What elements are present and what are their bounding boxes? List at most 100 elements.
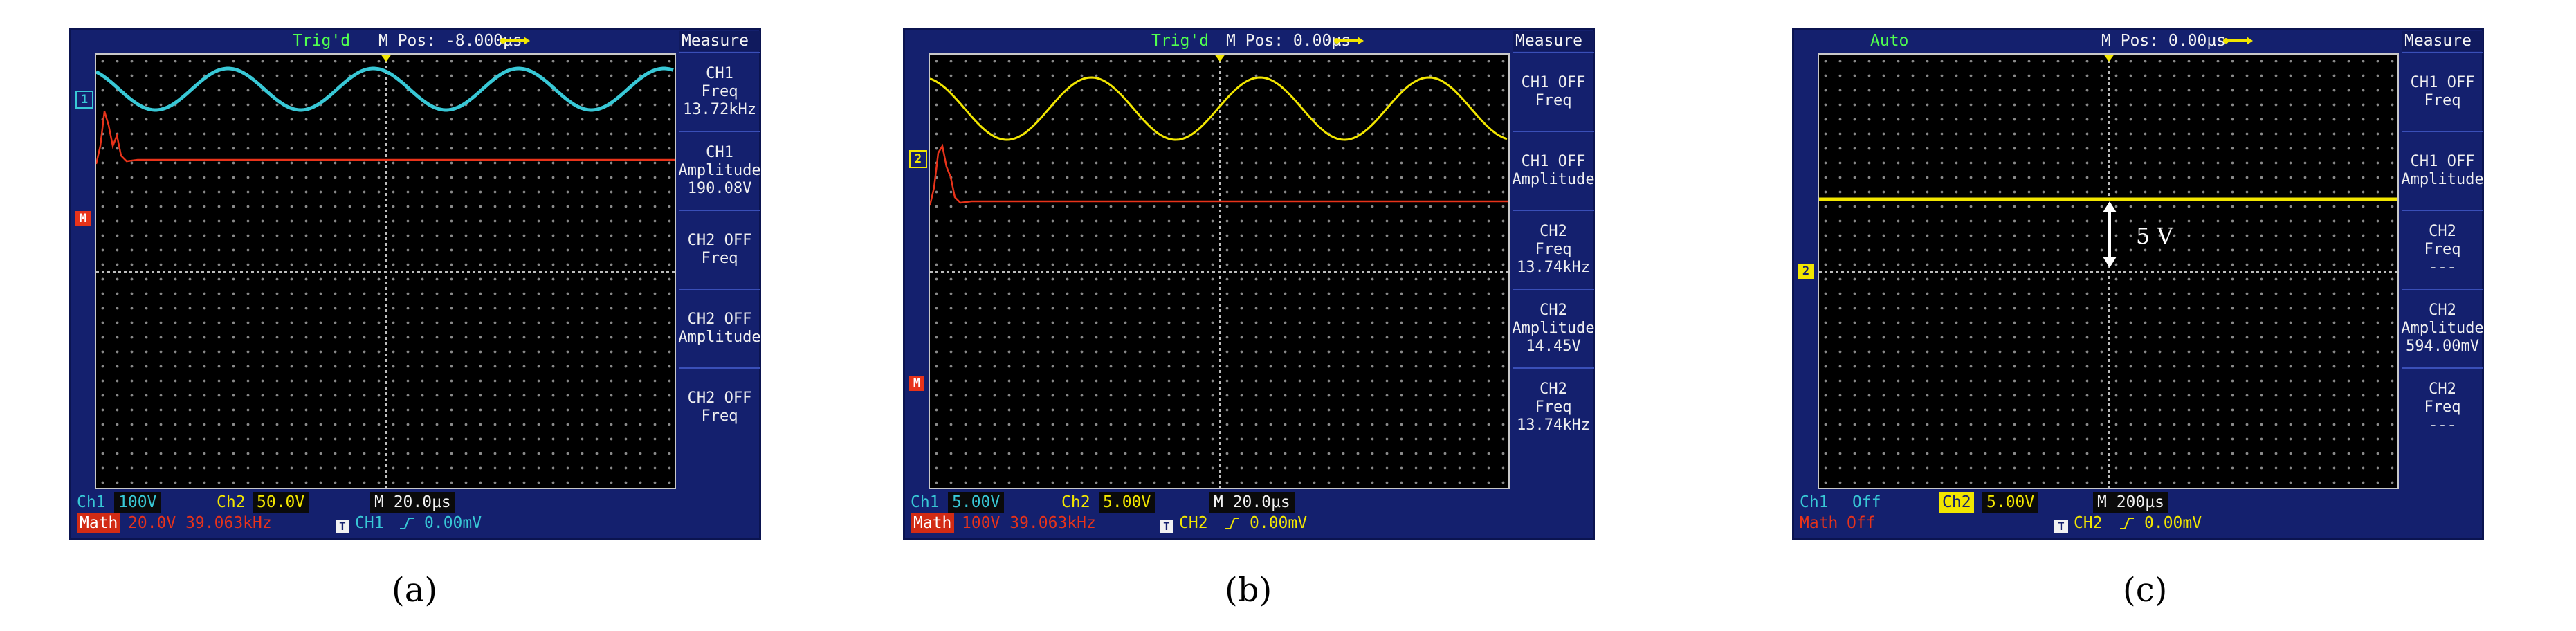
trace-area	[96, 66, 675, 165]
measure-slot-5[interactable]: CH2 Freq 13.74kHz	[1513, 367, 1594, 446]
ch2-scale: 5.00V	[1982, 492, 2039, 513]
measure-channel: CH2	[2429, 302, 2456, 319]
ch2-trace	[930, 76, 1508, 141]
trigger-position-marker	[380, 55, 392, 62]
measure-value: ---	[2429, 259, 2456, 276]
math-trace	[930, 143, 1508, 206]
math-settings: 100V 39.063kHz	[962, 514, 1096, 532]
timebase: M 20.0µs	[1209, 492, 1295, 513]
measure-type: Amplitude	[2401, 320, 2484, 337]
ch1-label: Ch1	[77, 493, 106, 511]
horizontal-position: M Pos: 0.00µs	[2101, 32, 2227, 50]
horizontal-position: M Pos: -8.000µs	[378, 32, 522, 50]
math-label: Math	[1800, 514, 1838, 532]
measure-menu: Measure CH1 OFF Freq CH1 OFF Amplitude CH2…	[2401, 30, 2484, 538]
ch1-scale: Off	[1852, 493, 1881, 511]
measure-slot-4[interactable]: CH2 OFF Amplitude	[678, 289, 761, 367]
measure-menu-title: Measure	[679, 31, 760, 51]
measure-channel: CH1 OFF	[1521, 153, 1586, 170]
math-label: Math	[911, 513, 955, 533]
measure-menu-title: Measure	[2402, 31, 2483, 51]
trigger-status: Trig'd	[293, 32, 351, 50]
measure-slot-1[interactable]: CH1 OFF Freq	[1513, 52, 1594, 131]
trigger-icon: T	[2054, 519, 2068, 533]
measure-slot-3[interactable]: CH2 OFF Freq	[679, 210, 760, 289]
trigger-icon: T	[1160, 519, 1173, 533]
measure-slot-2[interactable]: CH1 OFF Amplitude	[1512, 131, 1595, 210]
oscilloscope-screen-a: Trig'd M Pos: -8.000µs 1 M Measure CH1 Fr…	[69, 28, 761, 540]
horizontal-position: M Pos: 0.00µs	[1226, 32, 1351, 50]
measure-type: Freq	[1535, 399, 1572, 416]
status-bar: Trig'd M Pos: 0.00µs	[905, 30, 1510, 52]
measure-type: Freq	[701, 408, 738, 425]
oscilloscope-screen-c: Auto M Pos: 0.00µs 5 V 2 Measure CH1 OFF…	[1792, 28, 2484, 540]
measure-channel: CH1 OFF	[1521, 74, 1586, 91]
usb-icon	[1334, 36, 1364, 46]
measure-type: Freq	[2424, 399, 2461, 416]
measure-value: 594.00mV	[2406, 338, 2479, 355]
measure-value: 13.72kHz	[683, 101, 756, 118]
trigger-source: CH2	[2074, 514, 2103, 532]
measure-slot-5[interactable]: CH2 OFF Freq	[679, 367, 760, 446]
ch2-scale: 5.00V	[1099, 492, 1155, 513]
measure-type: Freq	[701, 83, 738, 100]
measure-channel: CH2 OFF	[687, 390, 752, 407]
measure-slot-2[interactable]: CH1 Amplitude 190.08V	[678, 131, 761, 210]
measure-slot-4[interactable]: CH2 Amplitude 14.45V	[1512, 289, 1595, 367]
measure-value: ---	[2429, 417, 2456, 434]
ch2-label: Ch2	[1061, 493, 1090, 511]
measure-slot-3[interactable]: CH2 Freq ---	[2402, 210, 2483, 289]
ch1-label: Ch1	[1800, 493, 1829, 511]
trigger-level: 0.00mV	[1250, 514, 1308, 532]
measure-value: 13.74kHz	[1517, 259, 1590, 276]
measure-channel: CH1	[706, 144, 733, 161]
ch1-label: Ch1	[911, 493, 940, 511]
measure-value: 13.74kHz	[1517, 417, 1590, 434]
usb-icon	[500, 36, 530, 46]
measure-slot-1[interactable]: CH1 OFF Freq	[2402, 52, 2483, 131]
measure-slot-1[interactable]: CH1 Freq 13.72kHz	[679, 52, 760, 131]
ch2-ground-marker: 2	[909, 150, 927, 168]
math-trigger-row: Math 20.0V 39.063kHz T CH1 0.00mV	[71, 513, 676, 533]
measure-slot-4[interactable]: CH2 Amplitude 594.00mV	[2401, 289, 2484, 367]
measure-menu: Measure CH1 OFF Freq CH1 OFF Amplitude CH2…	[1512, 30, 1595, 538]
measure-value: 14.45V	[1526, 338, 1581, 355]
measure-slot-5[interactable]: CH2 Freq ---	[2402, 367, 2483, 446]
measure-type: Freq	[1535, 241, 1572, 258]
math-settings: 20.0V 39.063kHz	[128, 514, 272, 532]
measure-type: Amplitude	[678, 162, 761, 179]
measure-slot-3[interactable]: CH2 Freq 13.74kHz	[1513, 210, 1594, 289]
measure-channel: CH1 OFF	[2410, 74, 2475, 91]
ch1-scale: 5.00V	[948, 492, 1005, 513]
center-horizontal-axis	[1819, 271, 2397, 273]
ch1-ground-marker: 1	[75, 91, 93, 109]
measure-menu-title: Measure	[1513, 31, 1594, 51]
measure-slot-2[interactable]: CH1 OFF Amplitude	[2401, 131, 2484, 210]
channel-settings-row: Ch1 100V Ch2 50.0V M 20.0µs	[71, 492, 676, 513]
measure-type: Freq	[701, 250, 738, 267]
trace-area	[930, 76, 1508, 206]
measure-type: Freq	[2424, 92, 2461, 109]
ch1-scale: 100V	[114, 492, 161, 513]
trigger-level: 0.00mV	[2144, 514, 2202, 532]
measure-channel: CH2 OFF	[687, 311, 752, 328]
center-horizontal-axis	[96, 271, 675, 273]
measure-type: Amplitude	[678, 329, 761, 346]
measure-type: Amplitude	[1512, 171, 1595, 188]
trigger-position-marker	[2103, 55, 2115, 62]
math-ground-marker: M	[75, 211, 91, 226]
trigger-source: CH1	[355, 514, 384, 532]
voltage-annotation: 5 V	[2136, 223, 2173, 249]
waveform-display: 5 V	[1818, 53, 2399, 489]
trigger-level: 0.00mV	[424, 514, 482, 532]
ch1-trace	[96, 66, 674, 112]
measure-channel: CH2	[2429, 381, 2456, 398]
center-horizontal-axis	[930, 271, 1508, 273]
measure-type: Freq	[1535, 92, 1572, 109]
measure-type: Amplitude	[2401, 171, 2484, 188]
trigger-icon: T	[336, 519, 349, 533]
channel-settings-row: Ch1 5.00V Ch2 5.00V M 20.0µs	[905, 492, 1510, 513]
waveform-display	[95, 53, 676, 489]
ch2-scale: 50.0V	[253, 492, 309, 513]
panel-caption-c: (c)	[2123, 571, 2168, 610]
